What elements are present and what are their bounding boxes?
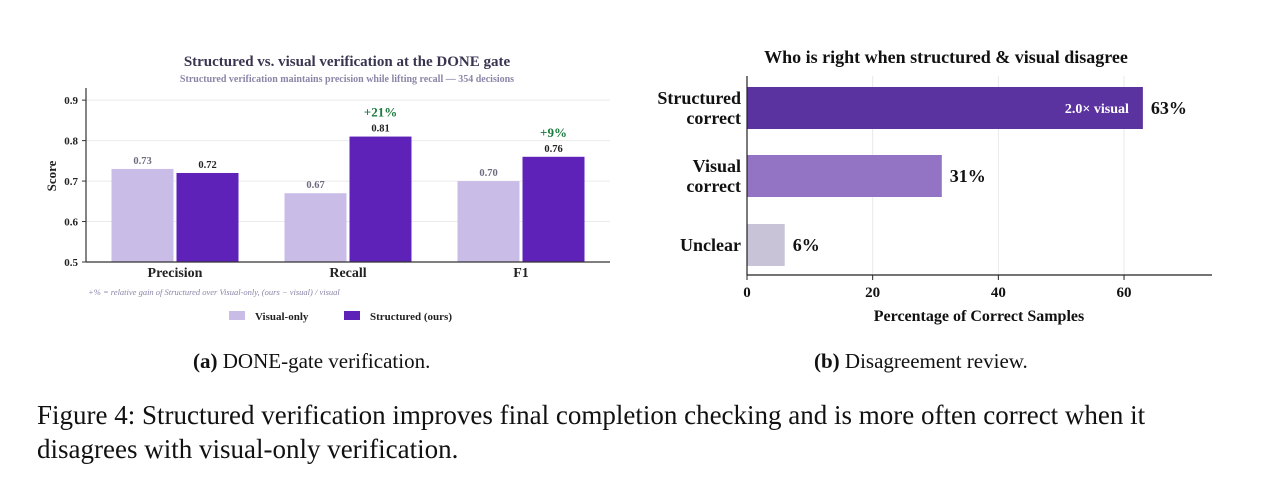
data-label: 0.67 [306,180,324,191]
panel-b-chart: Who is right when structured & visual di… [657,47,1212,325]
y-tick-label: 0.7 [64,176,78,188]
gain-annotation: +9% [540,125,567,140]
chart-b-axes: 0 20 40 60StructuredcorrectVisualcorrectUnc… [657,76,1212,301]
data-label: 0.76 [544,144,562,155]
legend-swatch [344,311,360,320]
chart-a-legend: Visual-only Structured (ours) [229,311,452,323]
bar-structured [747,87,1143,129]
bar-structured-precision [176,172,239,262]
bar-visual-only-f1 [457,181,520,262]
y-tick-label: 0.8 [64,136,78,148]
chart-a-y-axis-label: Score [44,160,59,191]
figure-caption: Figure 4: Structured verification improv… [37,400,1146,464]
chart-a-footnote: +% = relative gain of Structured over Vi… [88,287,340,297]
data-label: 0.81 [371,124,389,135]
x-tick-label: 40 [991,285,1006,301]
data-label: 0.73 [133,156,151,167]
panel-a-caption: (a) DONE-gate verification. [193,349,430,374]
y-category-label: correct [686,176,741,196]
chart-a-subtitle: Structured verification maintains precis… [180,74,514,85]
bar-unclear [747,224,785,266]
y-category-label: correct [686,108,741,128]
y-category-label: Unclear [680,235,741,255]
chart-b-title: Who is right when structured & visual di… [764,47,1128,67]
y-tick-label: 0.5 [64,257,78,269]
legend-label: Visual-only [255,311,309,323]
gain-annotation: +21% [364,105,397,120]
panel-a-caption-text: DONE-gate verification. [222,349,431,373]
value-label: 6% [793,235,820,255]
x-tick-label: Recall [329,266,366,281]
chart-a-axes: 0.5 0.6 0.7 0.8 0.9 Precision Recall F1 [64,88,610,281]
bar-visual [747,155,942,197]
x-tick-label: Precision [148,266,203,281]
bar-structured-recall [349,136,412,262]
panel-b-caption-text: Disagreement review. [844,349,1028,373]
value-label: 31% [950,166,986,186]
x-tick-label: 0 [743,285,751,301]
legend-label: Structured (ours) [370,311,452,323]
chart-b-x-axis-label: Percentage of Correct Samples [874,308,1084,325]
x-tick-label: F1 [513,266,529,281]
panel-b-label: (b) [814,349,840,373]
bar-visual-only-precision [111,168,174,262]
bar-visual-only-recall [284,193,347,262]
data-label: 0.70 [479,168,497,179]
chart-b-bars: 63% 2.0× visual 31% 6% [747,87,1187,266]
y-tick-label: 0.6 [64,217,78,229]
y-tick-label: 0.9 [64,95,78,107]
bar-inside-annotation: 2.0× visual [1065,102,1129,117]
y-category-label: Structured [657,88,741,108]
panel-a-chart: Structured vs. visual verification at th… [44,54,610,323]
chart-a-bars: 0.73 0.72 0.67 0.81 +21% 0.70 0.76 +9% [111,105,585,262]
panel-a-label: (a) [193,349,218,373]
x-tick-label: 60 [1117,285,1132,301]
legend-swatch [229,311,245,320]
panel-b-caption: (b) Disagreement review. [814,349,1028,374]
chart-a-title: Structured vs. visual verification at th… [184,54,511,70]
data-label: 0.72 [198,160,216,171]
x-tick-label: 20 [865,285,880,301]
bar-structured-f1 [522,156,585,262]
y-category-label: Visual [693,156,741,176]
value-label: 63% [1151,98,1187,118]
